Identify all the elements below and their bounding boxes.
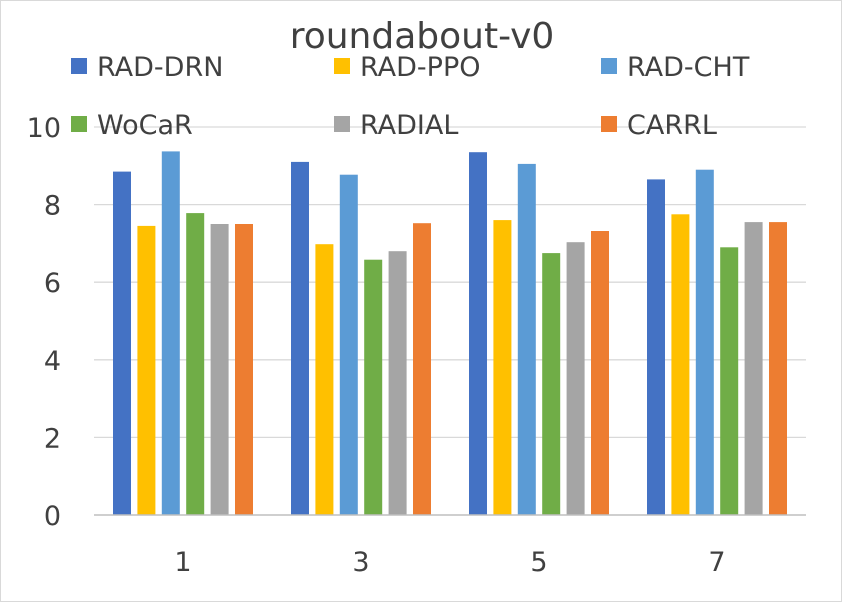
legend-swatch-radial [334,116,350,132]
legend-swatch-rad-drn [71,58,87,74]
bar-rad-drn-x7 [647,179,665,515]
chart-title: roundabout-v0 [290,16,555,57]
bar-wocar-x3 [364,259,383,515]
bars [113,151,787,516]
axes: 0 2 4 6 8 10 1 3 5 7 [27,113,806,578]
bar-wocar-x7 [720,247,739,516]
y-tick-label-0: 0 [44,501,61,532]
bar-wocar-x5 [542,253,561,515]
legend-label-rad-cht: RAD-CHT [627,52,750,83]
y-tick-label-2: 2 [44,423,61,454]
bar-rad-ppo-x5 [493,220,512,515]
legend-label-rad-drn: RAD-DRN [97,52,223,83]
legend-swatch-rad-ppo [334,58,350,74]
bar-rad-ppo-x7 [671,214,690,516]
bar-carrl-x3 [413,223,431,515]
bar-rad-drn-x3 [291,161,309,515]
bar-rad-drn-x5 [469,152,487,515]
legend-label-carrl: CARRL [627,110,717,141]
bar-radial-x5 [566,242,585,515]
legend-swatch-wocar [71,116,87,132]
x-tick-label-7: 7 [708,547,725,578]
y-tick-label-10: 10 [27,113,61,144]
legend: RAD-DRN RAD-PPO RAD-CHT WoCaR RADIAL CARRL [71,52,750,141]
y-tick-label-4: 4 [44,346,61,377]
legend-label-wocar: WoCaR [97,110,193,141]
bar-carrl-x5 [591,231,609,515]
legend-swatch-carrl [601,116,617,132]
legend-swatch-rad-cht [601,58,617,74]
bar-rad-cht-x5 [517,163,536,515]
y-tick-label-6: 6 [44,268,61,299]
bar-carrl-x1 [235,224,253,515]
bar-radial-x7 [744,222,763,515]
bar-rad-cht-x7 [695,169,714,515]
bar-rad-cht-x1 [161,151,180,515]
x-tick-label-5: 5 [530,547,547,578]
bar-rad-drn-x1 [113,171,131,515]
bar-rad-cht-x3 [339,174,358,515]
legend-label-rad-ppo: RAD-PPO [360,52,481,83]
bar-rad-ppo-x3 [315,244,334,515]
bar-carrl-x7 [769,222,787,515]
x-tick-label-3: 3 [352,547,369,578]
y-tick-label-8: 8 [44,191,61,222]
bar-rad-ppo-x1 [137,225,156,515]
x-tick-label-1: 1 [174,547,191,578]
bar-radial-x1 [210,224,229,515]
legend-label-radial: RADIAL [360,110,458,141]
bar-wocar-x1 [186,213,205,515]
bar-radial-x3 [388,251,407,515]
